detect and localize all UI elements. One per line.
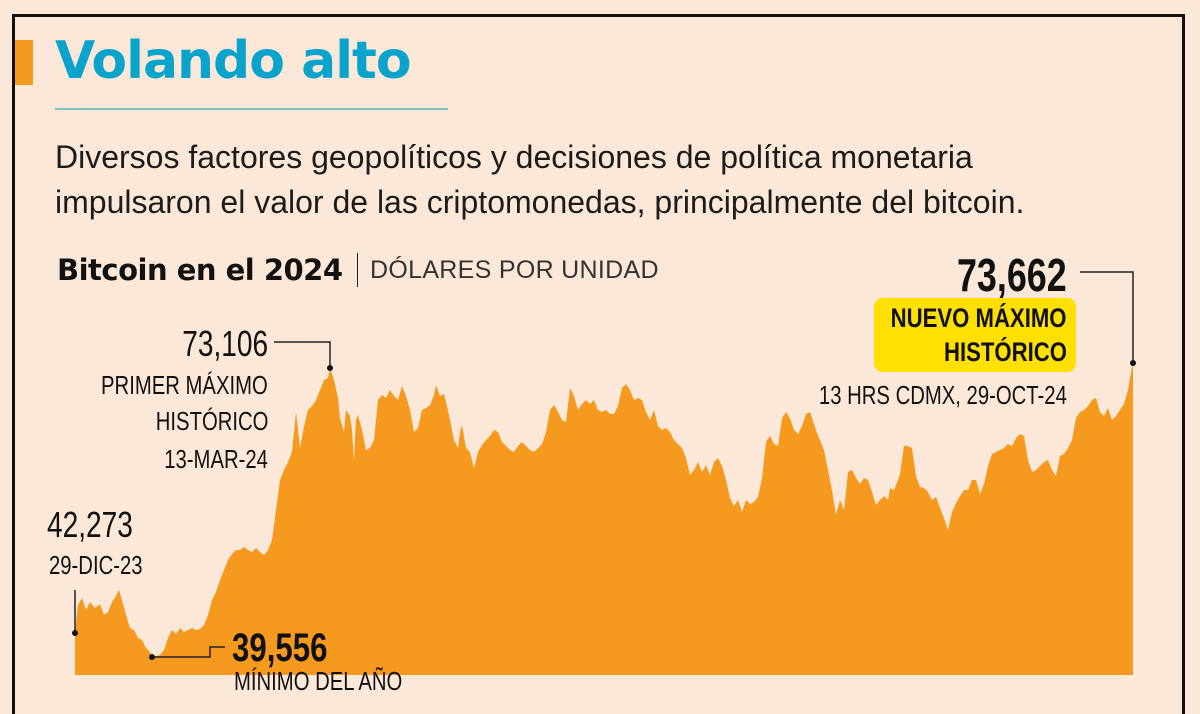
chart-title: Bitcoin en el 2024 [57,253,343,287]
low-value: 39,556 [232,626,328,670]
start-date: 29-DIC-23 [49,550,143,580]
dot-first-high [327,365,333,371]
new-high-label-1: NUEVO MÁXIMO [891,303,1067,333]
dek-line-1: Diversos factores geopolíticos y decisio… [55,139,973,175]
new-high-date: 13 HRS CDMX, 29-OCT-24 [819,380,1067,410]
price-area [75,363,1133,675]
first-high-value: 73,106 [182,323,268,364]
leader-low [152,646,225,658]
dek-line-2: impulsaron el valor de las criptomonedas… [55,184,1025,220]
new-high-label-2: HISTÓRICO [943,337,1067,367]
chart-unit: DÓLARES POR UNIDAD [370,255,659,284]
low-label: MÍNIMO DEL AÑO [234,666,403,696]
chart-header-separator [356,253,359,287]
accent-bar [15,40,33,85]
first-high-label-2: HISTÓRICO [155,406,268,436]
new-high-value: 73,662 [957,249,1067,301]
headline: Volando alto [55,31,412,91]
first-high-date: 13-MAR-24 [164,444,268,474]
leader-first-high [274,341,331,368]
marker-dots [72,360,1136,660]
start-value: 42,273 [47,504,133,545]
leader-lines [74,271,1134,658]
dot-new-high [1130,360,1136,366]
chart-header: Bitcoin en el 2024 DÓLARES POR UNIDAD [57,253,659,287]
headline-rule [55,108,448,110]
bitcoin-area-chart [72,271,1136,675]
dek: Diversos factores geopolíticos y decisio… [55,135,1175,225]
graphic-frame [12,14,1185,714]
new-high-badge [874,298,1076,372]
first-high-label-1: PRIMER MÁXIMO [101,370,268,400]
dot-start [72,630,78,636]
leader-new-high [1080,271,1134,363]
dot-low [149,654,155,660]
